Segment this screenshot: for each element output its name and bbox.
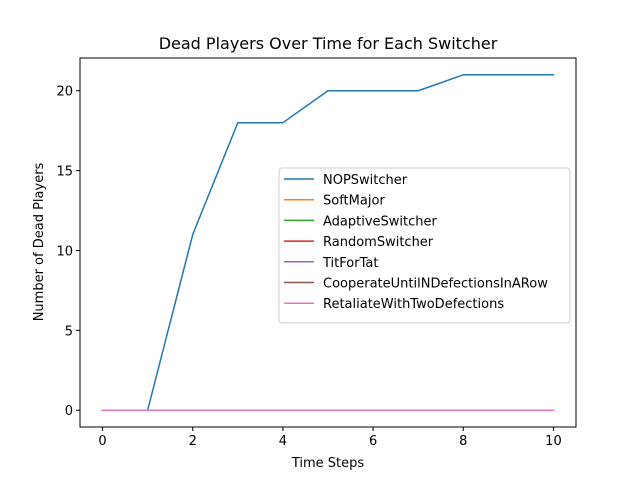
legend-label-0: NOPSwitcher [323, 173, 408, 188]
legend-label-2: AdaptiveSwitcher [323, 214, 438, 229]
y-axis-label: Number of Dead Players [32, 162, 47, 321]
x-tick-label-1: 2 [189, 434, 197, 449]
legend: NOPSwitcher SoftMajor AdaptiveSwitcher Rand… [278, 167, 571, 324]
plot-frame [79, 57, 577, 428]
legend-frame [278, 167, 571, 324]
y-tick-label-0: 0 [65, 404, 73, 419]
y-tick-label-2: 10 [56, 244, 73, 259]
y-tick-label-3: 15 [56, 165, 73, 180]
x-tick-label-2: 4 [279, 434, 287, 449]
y-tick-label-4: 20 [56, 85, 73, 100]
legend-label-1: SoftMajor [323, 194, 385, 209]
legend-label-6: RetaliateWithTwoDefections [323, 297, 504, 312]
series-line-0 [101, 74, 555, 411]
y-tick-label-1: 5 [65, 324, 73, 339]
chart-title: Dead Players Over Time for Each Switcher [159, 34, 498, 53]
x-axis: 0 2 4 6 8 10 [98, 427, 562, 449]
x-tick-label-0: 0 [98, 434, 106, 449]
y-axis: 0 5 10 15 20 [56, 85, 80, 419]
x-axis-label: Time Steps [291, 456, 365, 471]
x-tick-label-3: 6 [369, 434, 377, 449]
x-tick-label-4: 8 [459, 434, 467, 449]
legend-label-4: TitForTat [322, 256, 378, 271]
series-lines [101, 74, 555, 411]
x-tick-label-5: 10 [545, 434, 562, 449]
legend-label-3: RandomSwitcher [323, 235, 434, 250]
legend-label-5: CooperateUntilNDefectionsInARow [323, 277, 548, 292]
